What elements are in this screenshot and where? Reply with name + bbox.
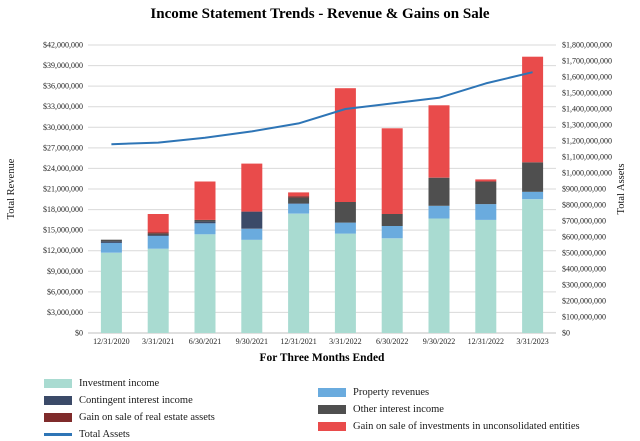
svg-text:$21,000,000: $21,000,000 [43, 185, 83, 194]
svg-text:$12,000,000: $12,000,000 [43, 246, 83, 255]
svg-text:$300,000,000: $300,000,000 [562, 281, 606, 290]
legend-swatch-property-revenues [318, 388, 346, 397]
svg-text:$1,300,000,000: $1,300,000,000 [562, 121, 612, 130]
legend-label: Gain on sale of real estate assets [79, 412, 215, 423]
svg-text:$1,200,000,000: $1,200,000,000 [562, 137, 612, 146]
legend-swatch-gain-on-sale-of-investments-in-unconsolidated-entities [318, 422, 346, 431]
svg-text:9/30/2021: 9/30/2021 [236, 337, 268, 346]
svg-text:$36,000,000: $36,000,000 [43, 82, 83, 91]
svg-text:9/30/2022: 9/30/2022 [423, 337, 455, 346]
legend-label: Property revenues [353, 387, 430, 398]
svg-text:6/30/2021: 6/30/2021 [189, 337, 221, 346]
legend-item: Contingent interest income [44, 392, 215, 409]
legend-item: Gain on sale of investments in unconsoli… [318, 418, 580, 435]
svg-text:$800,000,000: $800,000,000 [562, 201, 606, 210]
svg-text:$500,000,000: $500,000,000 [562, 249, 606, 258]
svg-text:12/31/2022: 12/31/2022 [468, 337, 504, 346]
svg-text:$0: $0 [562, 329, 570, 338]
legend-item: Total Assets [44, 426, 215, 441]
svg-text:3/31/2022: 3/31/2022 [329, 337, 361, 346]
svg-text:6/30/2022: 6/30/2022 [376, 337, 408, 346]
legend-label: Other interest income [353, 404, 444, 415]
svg-text:$700,000,000: $700,000,000 [562, 217, 606, 226]
legend-swatch-other-interest-income [318, 405, 346, 414]
legend-swatch-gain-on-sale-of-real-estate-assets [44, 413, 72, 422]
legend-item: Gain on sale of real estate assets [44, 409, 215, 426]
svg-text:$1,700,000,000: $1,700,000,000 [562, 57, 612, 66]
svg-text:12/31/2021: 12/31/2021 [280, 337, 316, 346]
svg-text:$400,000,000: $400,000,000 [562, 265, 606, 274]
svg-text:$900,000,000: $900,000,000 [562, 185, 606, 194]
svg-text:$1,000,000,000: $1,000,000,000 [562, 169, 612, 178]
svg-text:$600,000,000: $600,000,000 [562, 233, 606, 242]
legend-label: Investment income [79, 378, 160, 389]
svg-text:$3,000,000: $3,000,000 [47, 308, 83, 317]
legend-swatch-investment-income [44, 379, 72, 388]
svg-text:12/31/2020: 12/31/2020 [93, 337, 129, 346]
legend-swatch-contingent-interest-income [44, 396, 72, 405]
legend-right-column: Property revenues Other interest income Ga… [318, 384, 580, 435]
legend-label: Gain on sale of investments in unconsoli… [353, 421, 580, 432]
svg-text:$0: $0 [75, 329, 83, 338]
svg-text:$100,000,000: $100,000,000 [562, 313, 606, 322]
legend-left-column: Investment income Contingent interest inc… [44, 375, 215, 441]
legend-item: Investment income [44, 375, 215, 392]
chart-title: Income Statement Trends - Revenue & Gain… [150, 6, 490, 22]
legend-line-swatch-total-assets [44, 433, 72, 436]
x-axis-title: For Three Months Ended [259, 352, 385, 364]
svg-text:$200,000,000: $200,000,000 [562, 297, 606, 306]
svg-text:$27,000,000: $27,000,000 [43, 143, 83, 152]
svg-text:$1,500,000,000: $1,500,000,000 [562, 89, 612, 98]
svg-text:$42,000,000: $42,000,000 [43, 41, 83, 50]
svg-text:$1,100,000,000: $1,100,000,000 [562, 153, 612, 162]
svg-text:$1,800,000,000: $1,800,000,000 [562, 41, 612, 50]
legend-label: Total Assets [79, 429, 130, 440]
svg-text:$6,000,000: $6,000,000 [47, 287, 83, 296]
legend-item: Property revenues [318, 384, 580, 401]
svg-text:$30,000,000: $30,000,000 [43, 123, 83, 132]
svg-text:3/31/2023: 3/31/2023 [516, 337, 548, 346]
svg-text:$24,000,000: $24,000,000 [43, 164, 83, 173]
svg-text:$18,000,000: $18,000,000 [43, 205, 83, 214]
legend-label: Contingent interest income [79, 395, 193, 406]
svg-text:$9,000,000: $9,000,000 [47, 267, 83, 276]
svg-text:$39,000,000: $39,000,000 [43, 61, 83, 70]
svg-text:$33,000,000: $33,000,000 [43, 102, 83, 111]
svg-text:3/31/2021: 3/31/2021 [142, 337, 174, 346]
svg-text:$1,400,000,000: $1,400,000,000 [562, 105, 612, 114]
legend-item: Other interest income [318, 401, 580, 418]
svg-text:$1,600,000,000: $1,600,000,000 [562, 73, 612, 82]
svg-text:$15,000,000: $15,000,000 [43, 226, 83, 235]
